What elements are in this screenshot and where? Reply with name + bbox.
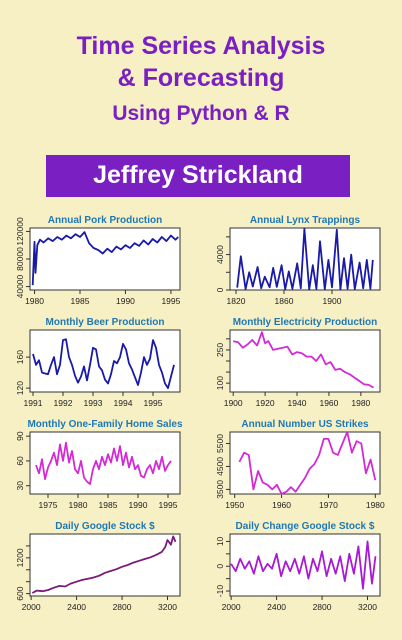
series-line — [236, 227, 374, 291]
y-tick-label: 120 — [15, 381, 25, 395]
series-line — [31, 535, 177, 594]
x-tick-label: 1990 — [129, 500, 148, 510]
y-tick-label: 10 — [215, 536, 225, 546]
x-tick-label: 3200 — [358, 602, 377, 612]
y-tick-label: 120000 — [15, 217, 25, 246]
author-band: Jeffrey Strickland — [46, 155, 350, 197]
y-tick-label: 250 — [215, 343, 225, 357]
y-tick-label: 0 — [215, 287, 225, 292]
x-tick-label: 1900 — [323, 296, 342, 306]
chart-electricity-production: Monthly Electricity Production 1900 1920 19… — [215, 317, 381, 408]
x-tick-label: 1985 — [71, 296, 90, 306]
author-name: Jeffrey Strickland — [93, 161, 303, 189]
series-line — [35, 441, 172, 485]
series-line — [238, 431, 377, 495]
x-tick-label: 1991 — [24, 398, 43, 408]
chart-title: Monthly One-Family Home Sales — [27, 419, 182, 430]
y-tick-label: 100 — [215, 376, 225, 390]
y-tick-label: 30 — [15, 481, 25, 491]
series-line — [32, 338, 175, 389]
chart-pork-production: Annual Pork Production 1980 1985 1990 1995 40… — [15, 215, 181, 306]
plot-frame — [229, 329, 381, 393]
x-tick-label: 1992 — [54, 398, 73, 408]
y-tick-label: 5500 — [215, 434, 225, 453]
x-tick-label: 1993 — [84, 398, 103, 408]
x-tick-label: 1960 — [272, 500, 291, 510]
chart-home-sales: Monthly One-Family Home Sales 1975 1980 198… — [15, 419, 183, 510]
plot-frame — [29, 533, 181, 597]
chart-title: Annual Pork Production — [48, 215, 162, 226]
x-tick-label: 1980 — [25, 296, 44, 306]
x-tick-label: 1995 — [159, 500, 178, 510]
chart-title: Daily Change Google Stock $ — [236, 521, 375, 532]
x-tick-label: 1950 — [225, 500, 244, 510]
chart-google-daily-change: Daily Change Google Stock $ 2000 2400 2800 3… — [215, 521, 381, 612]
x-tick-label: 1995 — [144, 398, 163, 408]
x-tick-label: 2400 — [267, 602, 286, 612]
x-tick-label: 2000 — [22, 602, 41, 612]
cover-title-line2: & Forecasting — [117, 64, 285, 92]
x-tick-label: 1920 — [256, 398, 275, 408]
y-tick-label: 4500 — [215, 457, 225, 476]
x-tick-label: 2400 — [67, 602, 86, 612]
cover-title-line1: Time Series Analysis — [76, 32, 326, 60]
x-tick-label: 1960 — [319, 398, 338, 408]
y-tick-label: 80000 — [15, 247, 25, 271]
x-tick-label: 1985 — [99, 500, 118, 510]
x-tick-label: 1900 — [224, 398, 243, 408]
x-tick-label: 1975 — [39, 500, 58, 510]
y-tick-label: 4000 — [215, 245, 225, 264]
chart-lynx-trappings: Annual Lynx Trappings 1820 1860 1900 0 4000 — [215, 215, 381, 306]
chart-title: Daily Google Stock $ — [55, 521, 155, 532]
y-tick-label: 90 — [15, 431, 25, 441]
series-line — [232, 331, 375, 389]
y-tick-label: 600 — [15, 586, 25, 600]
x-tick-label: 2800 — [113, 602, 132, 612]
y-tick-label: 160 — [15, 350, 25, 364]
y-tick-label: 40000 — [15, 274, 25, 298]
y-tick-label: 1200 — [15, 548, 25, 567]
x-tick-label: 1980 — [351, 398, 370, 408]
x-tick-label: 3200 — [158, 602, 177, 612]
series-line — [31, 231, 179, 286]
cover-subtitle: Using Python & R — [112, 102, 290, 125]
chart-beer-production: Monthly Beer Production 1991 1992 1993 1994 1… — [15, 317, 181, 408]
chart-title: Annual Lynx Trappings — [250, 215, 361, 226]
x-tick-label: 2800 — [313, 602, 332, 612]
chart-us-strikes: Annual Number US Strikes 1950 1960 1970 1980… — [215, 419, 385, 510]
y-tick-label: 3500 — [215, 480, 225, 499]
x-tick-label: 1980 — [366, 500, 385, 510]
x-tick-label: 1860 — [275, 296, 294, 306]
plot-frame — [29, 227, 181, 291]
x-tick-label: 1980 — [69, 500, 88, 510]
chart-title: Monthly Beer Production — [46, 317, 165, 328]
y-tick-label: -10 — [215, 585, 225, 598]
series-line — [230, 540, 377, 590]
chart-title: Annual Number US Strikes — [241, 419, 369, 430]
x-tick-label: 2000 — [222, 602, 241, 612]
y-tick-label: 0 — [215, 564, 225, 569]
x-tick-label: 1994 — [114, 398, 133, 408]
x-tick-label: 1820 — [227, 296, 246, 306]
x-tick-label: 1990 — [116, 296, 135, 306]
chart-title: Monthly Electricity Production — [233, 317, 377, 328]
y-tick-label: 60 — [15, 456, 25, 466]
x-tick-label: 1995 — [161, 296, 180, 306]
x-tick-label: 1970 — [319, 500, 338, 510]
x-tick-label: 1940 — [288, 398, 307, 408]
chart-google-stock: Daily Google Stock $ 2000 2400 2800 3200 600 1… — [15, 521, 181, 612]
